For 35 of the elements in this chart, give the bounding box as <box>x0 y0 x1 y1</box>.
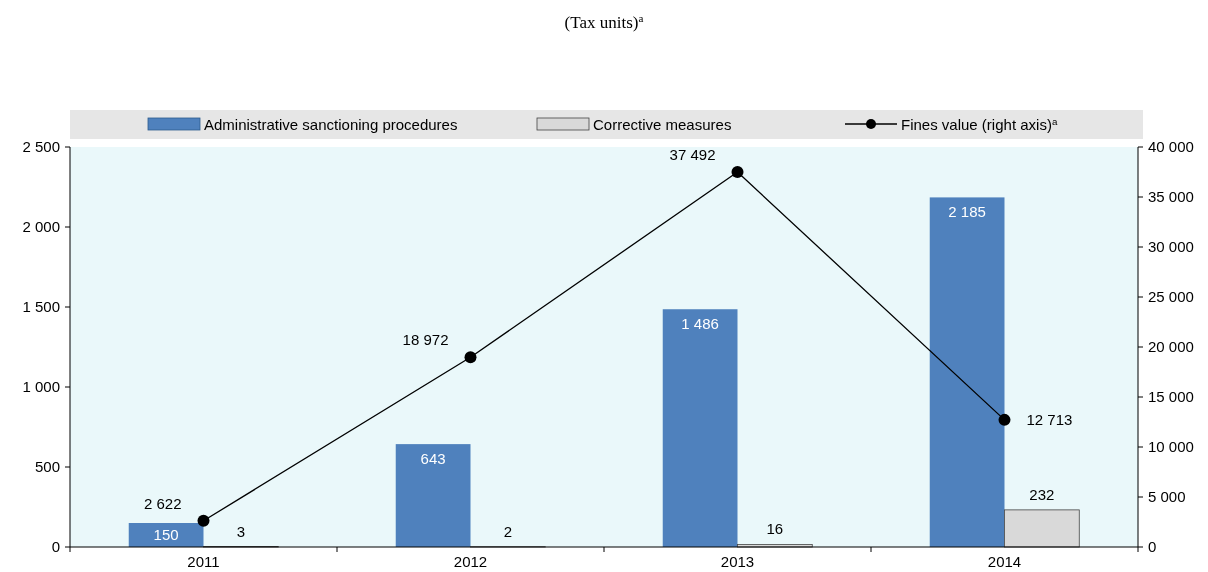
data-label: 2 <box>503 522 513 540</box>
x-tick-label: 2012 <box>453 553 488 570</box>
data-label: 18 972 <box>402 331 449 349</box>
y2-tick-label: 35 000 <box>1148 188 1194 205</box>
y2-tick-label: 0 <box>1148 538 1157 555</box>
y-tick-label: 500 <box>34 458 60 475</box>
y2-tick-label: 40 000 <box>1148 138 1194 155</box>
x-tick-label: 2014 <box>987 553 1022 570</box>
y2-tick-label: 30 000 <box>1148 238 1194 255</box>
data-label: 37 492 <box>669 146 716 164</box>
data-label: 2 622 <box>143 494 182 512</box>
y-tick-label: 2 000 <box>22 218 60 235</box>
data-label: 643 <box>420 450 446 468</box>
y2-tick-label: 10 000 <box>1148 438 1194 455</box>
y-tick-label: 2 500 <box>22 138 60 155</box>
x-tick-label: 2013 <box>720 553 755 570</box>
y-tick-label: 0 <box>51 538 60 555</box>
data-label: 2 185 <box>948 203 986 221</box>
legend-label: Corrective measures <box>593 116 732 133</box>
chart-title: (Tax units)$^{a}$ <box>564 12 644 32</box>
data-label: 1 486 <box>681 315 719 333</box>
y2-tick-label: 5 000 <box>1148 488 1186 505</box>
data-label: 232 <box>1029 485 1055 503</box>
y-tick-label: 1 500 <box>22 298 60 315</box>
y2-tick-label: 15 000 <box>1148 388 1194 405</box>
data-label: 16 <box>766 520 784 538</box>
data-label: 12 713 <box>1026 410 1073 428</box>
x-tick-label: 2011 <box>187 553 220 570</box>
legend-label: Administrative sanctioning procedures <box>204 116 458 133</box>
data-label: 150 <box>153 526 179 543</box>
data-label: 3 <box>236 522 246 540</box>
y2-tick-label: 25 000 <box>1148 288 1194 305</box>
legend-label: Fines value (right axis)$^{a}$ <box>901 115 1058 133</box>
y2-tick-label: 20 000 <box>1148 338 1194 355</box>
y-tick-label: 1 000 <box>22 378 60 395</box>
